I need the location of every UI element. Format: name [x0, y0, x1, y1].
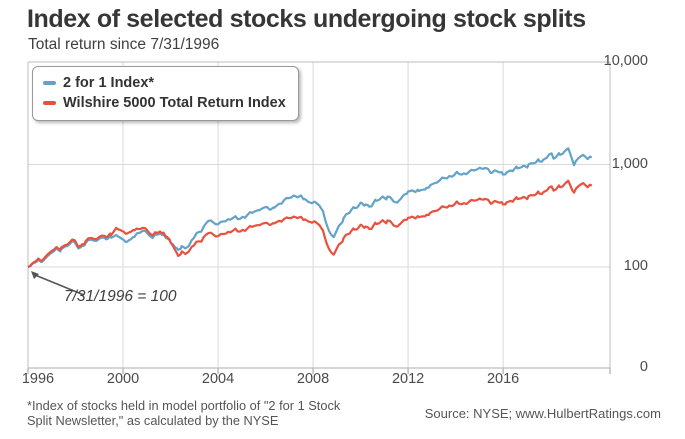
y-tick-label-1000: 1,000	[611, 155, 648, 172]
y-tick-label-0: 0	[639, 359, 648, 375]
x-tick-label-2000: 2000	[106, 371, 140, 387]
x-tick-label-2012: 2012	[391, 371, 425, 387]
legend: 2 for 1 Index* Wilshire 5000 Total Retur…	[32, 66, 299, 121]
blue-line-swatch-icon	[43, 81, 56, 85]
footnote-line-1: *Index of stocks held in model portfolio…	[27, 398, 341, 413]
y-tick-label-10000: 10,000	[603, 53, 648, 69]
legend-item-wilshire: Wilshire 5000 Total Return Index	[43, 93, 286, 113]
x-tick-label-1996: 1996	[21, 371, 55, 387]
x-tick-label-2008: 2008	[296, 371, 330, 387]
x-tick-label-2016: 2016	[486, 371, 520, 387]
red-line-swatch-icon	[43, 101, 56, 105]
chart-title: Index of selected stocks undergoing stoc…	[27, 5, 586, 33]
annotation-arrow-icon	[31, 271, 85, 296]
series-line-2for1	[27, 147, 593, 269]
y-tick-label-100: 100	[623, 258, 648, 274]
legend-label-wilshire: Wilshire 5000 Total Return Index	[63, 95, 286, 111]
source-credit: Source: NYSE; www.HulbertRatings.com	[424, 406, 661, 421]
footnote-line-2: Split Newsletter," as calculated by the …	[27, 413, 279, 428]
start-annotation: 7/31/1996 = 100	[64, 288, 177, 305]
legend-label-2for1: 2 for 1 Index*	[63, 75, 155, 91]
series-line-wilshire	[27, 179, 593, 268]
legend-item-2for1: 2 for 1 Index*	[43, 73, 286, 93]
x-tick-label-2004: 2004	[201, 371, 235, 387]
chart-subtitle: Total return since 7/31/1996	[28, 36, 220, 53]
footnote: *Index of stocks held in model portfolio…	[27, 398, 340, 428]
